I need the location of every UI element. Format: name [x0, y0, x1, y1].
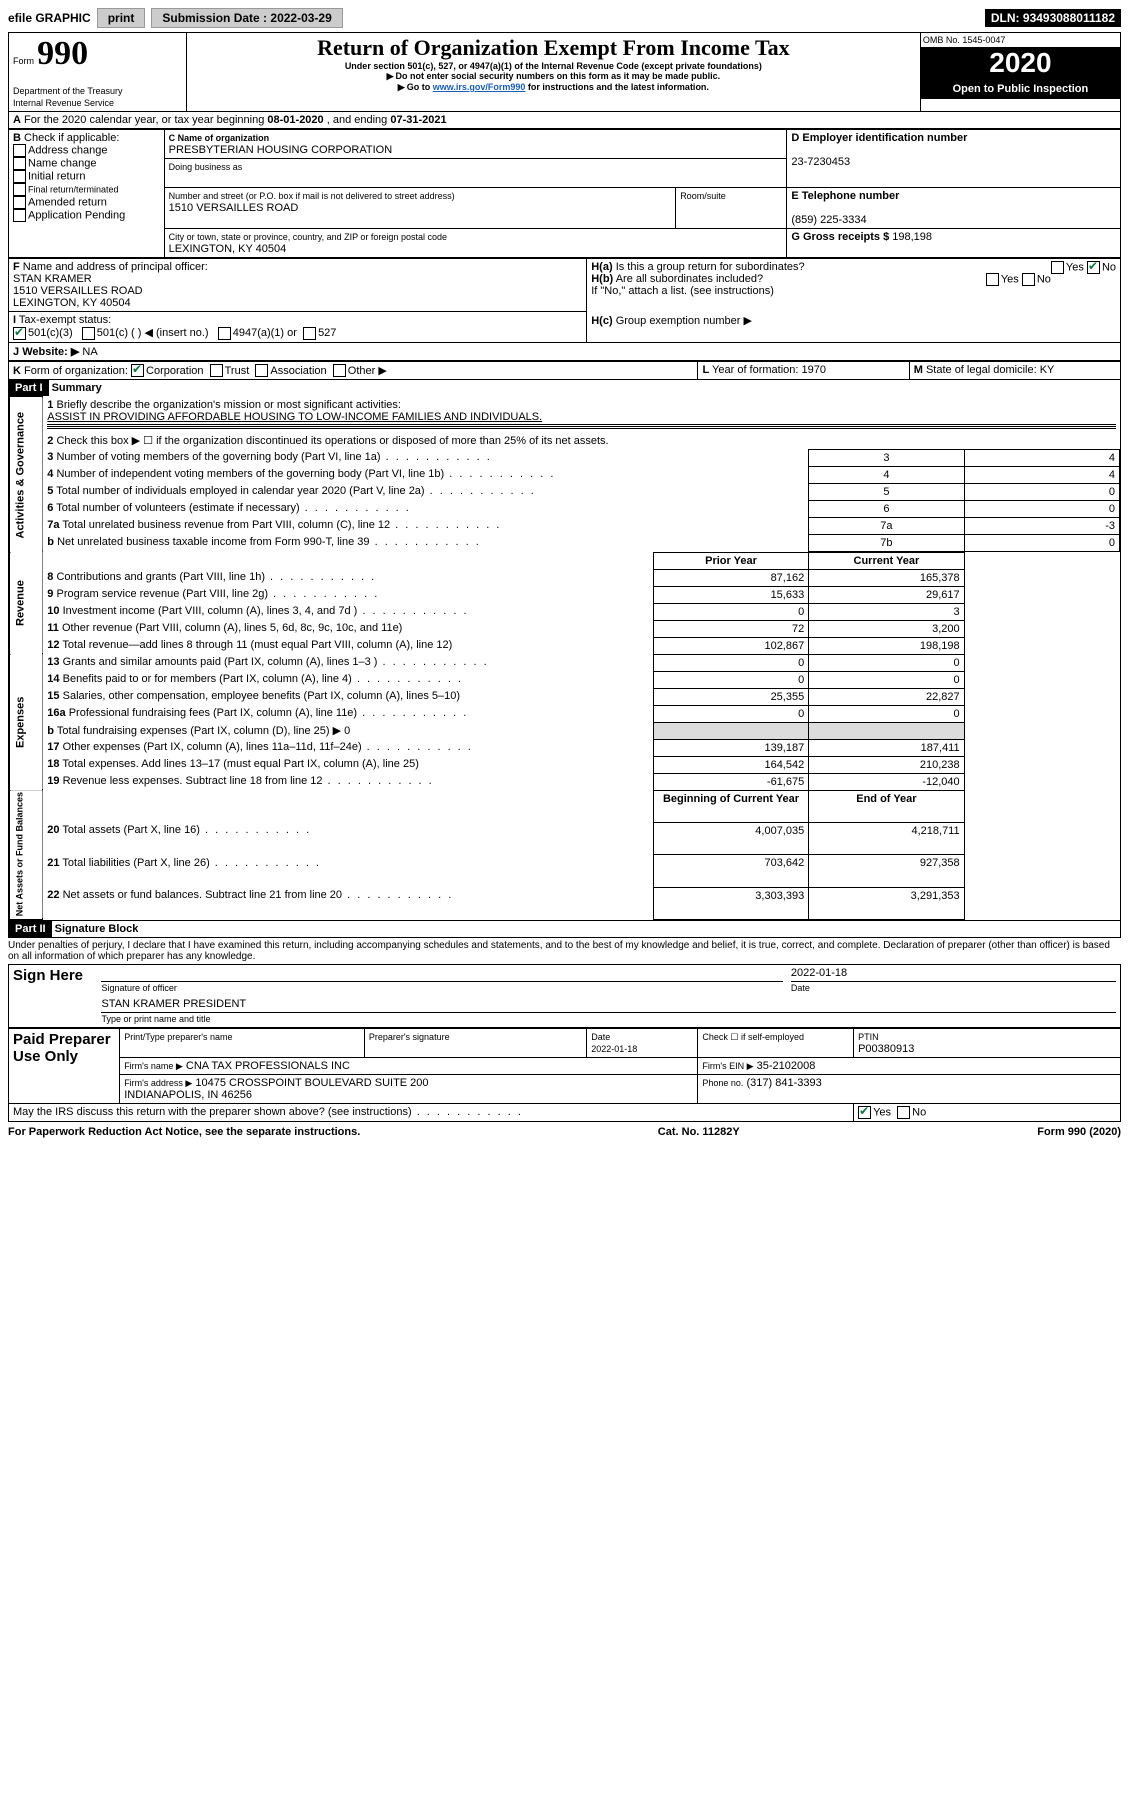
paid-preparer-section: Paid Preparer Use Only Print/Type prepar… [8, 1028, 1121, 1122]
submission-date-button[interactable]: Submission Date : 2022-03-29 [151, 8, 342, 28]
row-na: 21 Total liabilities (Part X, line 26)70… [10, 855, 1120, 887]
checkbox-discuss-no[interactable] [897, 1106, 910, 1119]
checkbox-initial-return[interactable] [13, 170, 26, 183]
side-ag: Activities & Governance [10, 397, 43, 553]
checkbox-name-change[interactable] [13, 157, 26, 170]
row-na: 20 Total assets (Part X, line 16)4,007,0… [10, 822, 1120, 854]
checkbox-501c[interactable] [82, 327, 95, 340]
box-b: B Check if applicable: Address change Na… [9, 130, 165, 258]
checkbox-discuss-yes[interactable] [858, 1106, 871, 1119]
box-f: F Name and address of principal officer:… [9, 259, 587, 312]
entity-section: B Check if applicable: Address change Na… [8, 129, 1121, 258]
side-rev: Revenue [10, 552, 43, 654]
checkbox-assoc[interactable] [255, 364, 268, 377]
box-g: G Gross receipts $ 198,198 [787, 229, 1121, 258]
row-exp: 16a Professional fundraising fees (Part … [10, 705, 1120, 722]
row-exp: b Total fundraising expenses (Part IX, c… [10, 722, 1120, 739]
row-rev: 12 Total revenue—add lines 8 through 11 … [10, 637, 1120, 654]
row-exp: 17 Other expenses (Part IX, column (A), … [10, 739, 1120, 756]
box-i: I Tax-exempt status: 501(c)(3) 501(c) ( … [9, 312, 587, 343]
side-na: Net Assets or Fund Balances [10, 790, 43, 919]
row-ag: 5 Total number of individuals employed i… [10, 483, 1120, 500]
checkbox-app-pending[interactable] [13, 209, 26, 222]
box-e: E Telephone number (859) 225-3334 [787, 188, 1121, 229]
efile-label: efile GRAPHIC [8, 11, 91, 25]
checkbox-hb-no[interactable] [1022, 273, 1035, 286]
row-ag: b Net unrelated business taxable income … [10, 534, 1120, 551]
checkbox-527[interactable] [303, 327, 316, 340]
line-a: A For the 2020 calendar year, or tax yea… [8, 112, 1121, 129]
checkbox-other[interactable] [333, 364, 346, 377]
box-c-dba: Doing business as [164, 159, 787, 188]
row-rev: 9 Program service revenue (Part VIII, li… [10, 586, 1120, 603]
row-ag: 6 Total number of volunteers (estimate i… [10, 500, 1120, 517]
row-exp: 14 Benefits paid to or for members (Part… [10, 671, 1120, 688]
box-c-street: Number and street (or P.O. box if mail i… [164, 188, 676, 229]
box-d: D Employer identification number 23-7230… [787, 130, 1121, 188]
perjury-text: Under penalties of perjury, I declare th… [8, 938, 1121, 964]
row-rev: 10 Investment income (Part VIII, column … [10, 603, 1120, 620]
year-cell: OMB No. 1545-0047 2020 Open to Public In… [920, 33, 1120, 112]
paid-prep-label: Paid Preparer Use Only [9, 1028, 120, 1103]
form-id-cell: Form 990 Department of the Treasury Inte… [9, 33, 187, 112]
row-exp: 15 Salaries, other compensation, employe… [10, 688, 1120, 705]
title-cell: Return of Organization Exempt From Incom… [186, 33, 920, 112]
checkbox-4947[interactable] [218, 327, 231, 340]
klm-section: K Form of organization: Corporation Trus… [8, 361, 1121, 381]
row-na: 22 Net assets or fund balances. Subtract… [10, 887, 1120, 919]
irs-link[interactable]: www.irs.gov/Form990 [433, 82, 526, 92]
officer-signature-line[interactable] [101, 967, 782, 982]
row-rev: 8 Contributions and grants (Part VIII, l… [10, 569, 1120, 586]
print-button[interactable]: print [97, 8, 146, 28]
box-m: M State of legal domicile: KY [909, 361, 1120, 380]
checkbox-amended[interactable] [13, 196, 26, 209]
box-k: K Form of organization: Corporation Trus… [9, 361, 698, 380]
footer: For Paperwork Reduction Act Notice, see … [8, 1126, 1121, 1138]
top-bar: efile GRAPHIC print Submission Date : 20… [8, 8, 1121, 28]
side-exp: Expenses [10, 654, 43, 790]
box-l: L Year of formation: 1970 [698, 361, 909, 380]
signature-section: Sign Here Signature of officer 2022-01-1… [8, 964, 1121, 1028]
dln-box: DLN: 93493088011182 [985, 9, 1121, 27]
fh-section: F Name and address of principal officer:… [8, 258, 1121, 361]
checkbox-final-return[interactable] [13, 183, 26, 196]
sign-here-label: Sign Here [9, 964, 98, 1027]
row-exp: 18 Total expenses. Add lines 13–17 (must… [10, 756, 1120, 773]
box-c-name: C Name of organization PRESBYTERIAN HOUS… [164, 130, 787, 159]
box-h: H(a) Is this a group return for subordin… [587, 259, 1121, 307]
form-header: Form 990 Department of the Treasury Inte… [8, 32, 1121, 112]
checkbox-ha-yes[interactable] [1051, 261, 1064, 274]
checkbox-ha-no[interactable] [1087, 261, 1100, 274]
row-rev: 11 Other revenue (Part VIII, column (A),… [10, 620, 1120, 637]
part1: Part I Summary Activities & Governance 1… [8, 380, 1121, 921]
checkbox-trust[interactable] [210, 364, 223, 377]
box-c-city: City or town, state or province, country… [164, 229, 787, 258]
dept-label: Department of the Treasury Internal Reve… [13, 86, 123, 108]
checkbox-corp[interactable] [131, 364, 144, 377]
box-j: J Website: ▶ NA [9, 342, 1121, 360]
checkbox-address-change[interactable] [13, 144, 26, 157]
row-exp: 19 Revenue less expenses. Subtract line … [10, 773, 1120, 790]
box-c-room: Room/suite [676, 188, 787, 229]
part2: Part II Signature Block [8, 921, 1121, 938]
row-ag: 3 Number of voting members of the govern… [10, 449, 1120, 466]
row-ag: 4 Number of independent voting members o… [10, 466, 1120, 483]
row-ag: 7a Total unrelated business revenue from… [10, 517, 1120, 534]
checkbox-501c3[interactable] [13, 327, 26, 340]
checkbox-hb-yes[interactable] [986, 273, 999, 286]
box-hc: H(c) Group exemption number ▶ [587, 312, 1121, 343]
